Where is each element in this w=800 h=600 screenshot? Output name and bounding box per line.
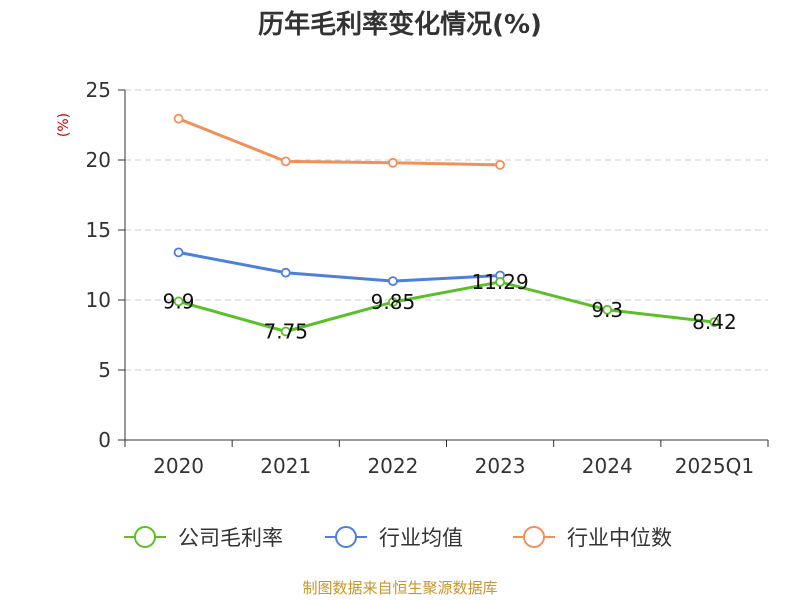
data-point[interactable] xyxy=(495,277,505,287)
data-label: 9.3 xyxy=(591,298,623,322)
data-label: 9.9 xyxy=(163,289,195,313)
legend-marker xyxy=(134,526,156,548)
y-tick-label: 10 xyxy=(86,288,111,312)
legend-label: 行业均值 xyxy=(379,526,463,550)
chart-title: 历年毛利率变化情况(%) xyxy=(258,9,542,40)
y-tick-label: 15 xyxy=(86,218,111,242)
data-point[interactable] xyxy=(388,297,398,308)
legend-marker xyxy=(523,526,545,548)
y-tick-label: 0 xyxy=(98,428,111,452)
y-tick-label: 5 xyxy=(98,358,111,382)
y-tick-label: 20 xyxy=(86,148,111,172)
x-tick-label: 2025Q1 xyxy=(675,454,754,478)
data-point[interactable] xyxy=(602,304,613,315)
x-tick-label: 2022 xyxy=(367,454,418,478)
data-point[interactable] xyxy=(495,159,505,170)
data-label: 11.29 xyxy=(471,270,528,294)
legend-item[interactable]: 行业均值 xyxy=(325,526,463,550)
data-point[interactable] xyxy=(173,296,184,307)
data-point[interactable] xyxy=(173,247,184,258)
data-point[interactable] xyxy=(280,267,291,278)
x-tick-label: 2023 xyxy=(475,454,526,478)
data-label: 8.42 xyxy=(692,310,737,334)
y-axis-unit: (%) xyxy=(56,113,72,137)
data-point[interactable] xyxy=(388,276,398,287)
data-label: 7.75 xyxy=(263,320,308,344)
x-tick-label: 2024 xyxy=(582,454,633,478)
x-tick-label: 2021 xyxy=(260,454,311,478)
legend-label: 公司毛利率 xyxy=(178,526,283,550)
grid-lines xyxy=(125,89,768,371)
data-point[interactable] xyxy=(280,326,291,337)
series-line xyxy=(178,280,715,333)
source-note: 制图数据来自恒生聚源数据库 xyxy=(302,579,497,597)
x-tick-label: 2020 xyxy=(153,454,204,478)
data-point[interactable] xyxy=(388,157,398,168)
data-point[interactable] xyxy=(173,113,184,124)
data-point[interactable] xyxy=(280,156,291,167)
legend-item[interactable]: 公司毛利率 xyxy=(124,526,283,550)
legend-label: 行业中位数 xyxy=(567,526,672,550)
axes: 0 5 10 15 20 25 2020 2021 2022 2023 2024 2025Q1 xyxy=(86,78,769,478)
legend-marker xyxy=(335,526,357,548)
legend[interactable]: 公司毛利率 行业均值 行业中位数 xyxy=(124,526,672,550)
series-line xyxy=(178,117,501,167)
legend-item[interactable]: 行业中位数 xyxy=(513,526,672,550)
data-label: 9.85 xyxy=(371,290,416,314)
y-tick-label: 25 xyxy=(86,78,111,102)
series-lines: 9.9 7.75 9.85 11.29 9.3 8.42 xyxy=(163,113,737,344)
series-line xyxy=(178,250,501,283)
data-point[interactable] xyxy=(709,317,720,328)
